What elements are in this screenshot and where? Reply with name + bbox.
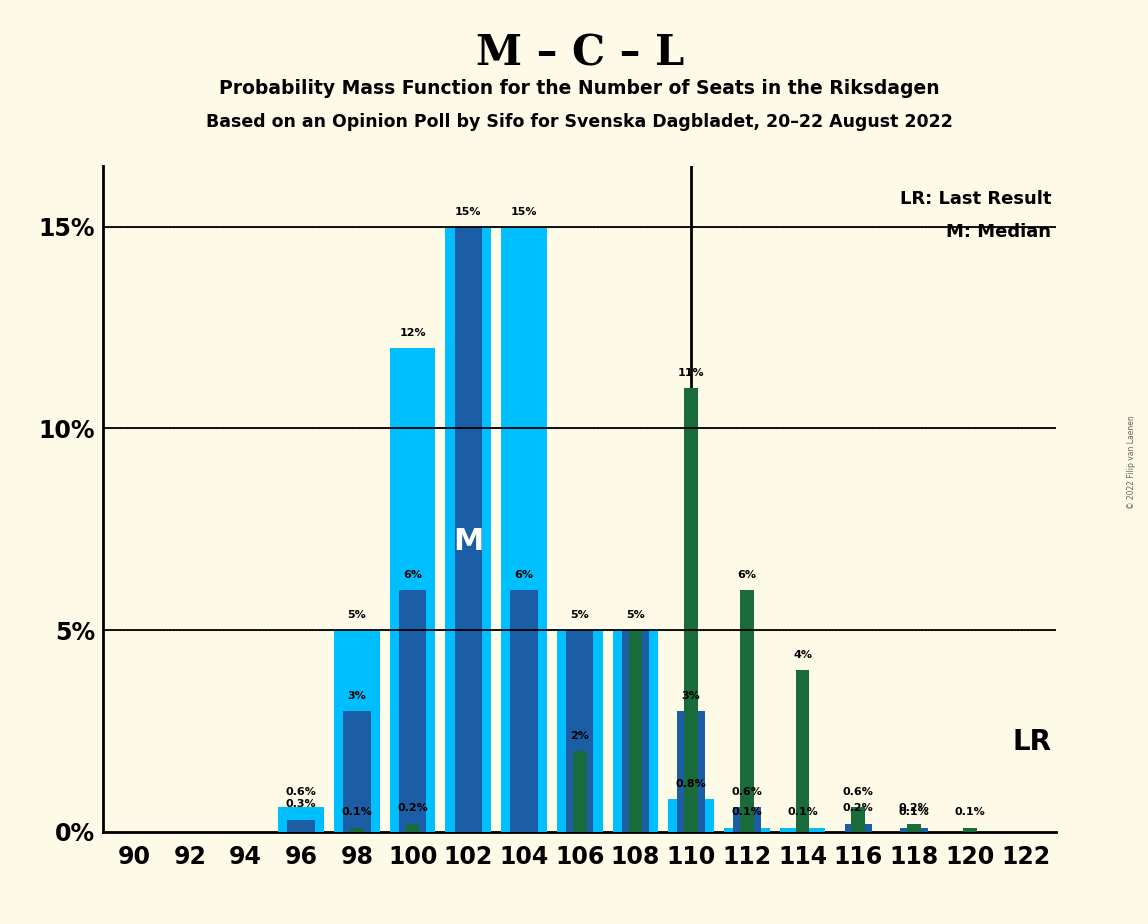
Bar — [852, 808, 866, 832]
Bar — [613, 630, 658, 832]
Bar — [343, 711, 371, 832]
Text: 5%: 5% — [571, 610, 589, 620]
Text: 3%: 3% — [682, 690, 700, 700]
Bar — [963, 828, 977, 832]
Text: © 2022 Filip van Laenen: © 2022 Filip van Laenen — [1127, 415, 1137, 509]
Text: 15%: 15% — [455, 207, 481, 217]
Text: M: M — [453, 527, 483, 556]
Bar — [334, 630, 380, 832]
Text: 0.1%: 0.1% — [731, 808, 762, 818]
Text: 0.6%: 0.6% — [843, 787, 874, 797]
Text: 2%: 2% — [571, 731, 589, 741]
Text: 0.8%: 0.8% — [676, 779, 706, 789]
Text: 0.2%: 0.2% — [899, 804, 930, 813]
Text: M: Median: M: Median — [946, 223, 1052, 241]
Text: 6%: 6% — [514, 569, 534, 579]
Bar — [398, 590, 426, 832]
Text: 0.1%: 0.1% — [954, 808, 985, 818]
Bar — [845, 823, 872, 832]
Text: 5%: 5% — [348, 610, 366, 620]
Bar — [677, 711, 705, 832]
Text: Based on an Opinion Poll by Sifo for Svenska Dagbladet, 20–22 August 2022: Based on an Opinion Poll by Sifo for Sve… — [207, 113, 953, 130]
Text: 0.6%: 0.6% — [731, 787, 762, 797]
Bar — [455, 226, 482, 832]
Bar — [573, 751, 587, 832]
Text: 6%: 6% — [403, 569, 422, 579]
Bar — [779, 828, 825, 832]
Text: Probability Mass Function for the Number of Seats in the Riksdagen: Probability Mass Function for the Number… — [219, 79, 940, 98]
Bar — [668, 799, 714, 832]
Bar — [557, 630, 603, 832]
Text: 0.2%: 0.2% — [397, 804, 428, 813]
Text: 0.6%: 0.6% — [286, 787, 317, 797]
Text: 0.1%: 0.1% — [341, 808, 372, 818]
Bar — [734, 808, 761, 832]
Text: 3%: 3% — [348, 690, 366, 700]
Text: 0.1%: 0.1% — [899, 808, 930, 818]
Text: 12%: 12% — [400, 328, 426, 337]
Text: 0.1%: 0.1% — [788, 808, 819, 818]
Bar — [740, 590, 754, 832]
Bar — [566, 630, 594, 832]
Text: 5%: 5% — [626, 610, 645, 620]
Text: M – C – L: M – C – L — [475, 32, 684, 74]
Bar — [405, 823, 419, 832]
Bar — [389, 347, 435, 832]
Text: 4%: 4% — [793, 650, 812, 661]
Text: LR: Last Result: LR: Last Result — [900, 189, 1052, 208]
Text: 0.2%: 0.2% — [843, 804, 874, 813]
Text: 0.3%: 0.3% — [286, 799, 317, 809]
Bar — [629, 630, 643, 832]
Text: 15%: 15% — [511, 207, 537, 217]
Bar — [350, 828, 364, 832]
Text: 11%: 11% — [677, 368, 705, 378]
Bar — [622, 630, 649, 832]
Text: 6%: 6% — [737, 569, 757, 579]
Bar — [796, 670, 809, 832]
Bar — [502, 226, 546, 832]
Bar — [287, 820, 315, 832]
Bar — [900, 828, 928, 832]
Bar — [907, 823, 921, 832]
Bar — [445, 226, 491, 832]
Bar — [511, 590, 537, 832]
Bar — [684, 388, 698, 832]
Bar — [278, 808, 324, 832]
Bar — [724, 828, 770, 832]
Text: LR: LR — [1013, 728, 1052, 757]
